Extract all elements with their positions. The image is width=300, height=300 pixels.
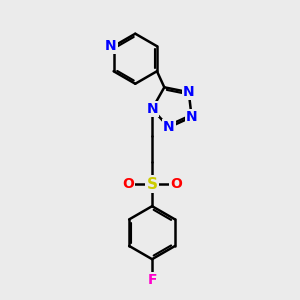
Text: N: N: [146, 102, 158, 116]
Text: N: N: [186, 110, 197, 124]
Text: N: N: [183, 85, 195, 99]
Text: N: N: [105, 39, 116, 53]
Text: O: O: [170, 177, 182, 191]
Text: N: N: [163, 120, 175, 134]
Text: O: O: [122, 177, 134, 191]
Text: S: S: [147, 177, 158, 192]
Text: F: F: [147, 273, 157, 287]
